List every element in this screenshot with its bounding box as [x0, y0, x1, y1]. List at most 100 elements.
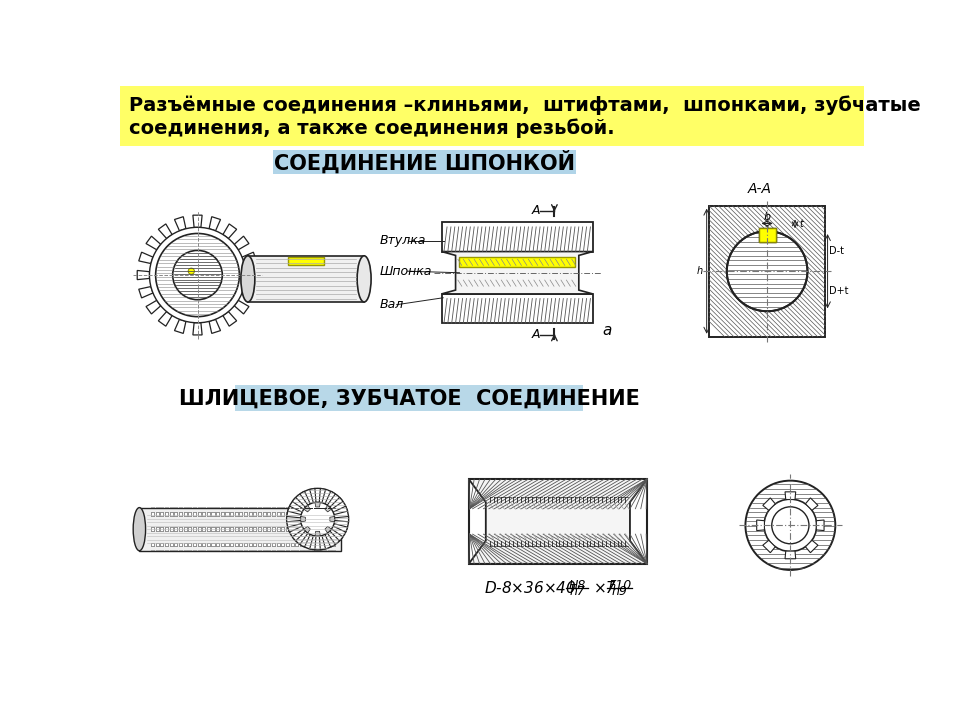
Bar	[170, 550, 173, 551]
Bar	[258, 527, 261, 531]
Bar	[193, 527, 196, 531]
Polygon shape	[315, 503, 321, 507]
Bar	[165, 507, 168, 508]
Bar	[216, 512, 219, 516]
Bar	[193, 512, 196, 516]
Bar	[211, 512, 214, 516]
Bar	[188, 512, 191, 516]
Polygon shape	[193, 215, 203, 228]
Circle shape	[135, 213, 259, 337]
Bar	[221, 543, 224, 546]
Bar	[304, 507, 307, 508]
Bar	[314, 543, 317, 546]
Text: D-t: D-t	[829, 246, 844, 256]
Bar	[286, 527, 289, 531]
Bar	[239, 543, 243, 546]
Bar	[165, 512, 168, 516]
Bar	[244, 507, 247, 508]
Bar	[267, 543, 271, 546]
Bar	[234, 543, 238, 546]
Bar	[304, 527, 307, 531]
Bar	[295, 543, 299, 546]
Bar	[276, 543, 279, 546]
Bar	[332, 543, 335, 546]
Bar	[160, 550, 163, 551]
Bar	[300, 543, 303, 546]
Bar	[179, 512, 182, 516]
Bar	[198, 507, 201, 508]
Bar	[203, 512, 205, 516]
Bar	[151, 512, 155, 516]
Bar	[286, 512, 289, 516]
Bar	[314, 550, 317, 551]
Bar	[234, 527, 238, 531]
Bar	[226, 543, 228, 546]
Bar	[193, 543, 196, 546]
Bar	[165, 527, 168, 531]
Ellipse shape	[133, 508, 146, 551]
Polygon shape	[288, 523, 302, 532]
Bar	[332, 550, 335, 551]
Bar	[179, 527, 182, 531]
Ellipse shape	[241, 256, 254, 302]
Polygon shape	[175, 319, 186, 333]
Polygon shape	[300, 516, 305, 522]
Bar	[188, 527, 191, 531]
Bar	[314, 527, 317, 531]
Bar	[151, 527, 155, 531]
Bar	[183, 543, 186, 546]
Bar	[272, 512, 275, 516]
Bar	[295, 512, 299, 516]
Bar	[258, 527, 261, 531]
Bar	[291, 512, 294, 516]
Polygon shape	[310, 488, 316, 503]
Circle shape	[745, 481, 835, 570]
Bar	[324, 527, 326, 531]
Bar	[165, 550, 168, 551]
Bar	[156, 512, 158, 516]
Polygon shape	[330, 516, 334, 522]
Bar	[221, 543, 224, 546]
Bar	[244, 543, 247, 546]
Bar	[281, 512, 284, 516]
Bar	[216, 550, 219, 551]
Bar	[211, 527, 214, 531]
Bar	[211, 543, 214, 546]
Bar	[309, 512, 312, 516]
Bar	[179, 550, 182, 551]
Circle shape	[156, 233, 239, 317]
Bar	[206, 543, 210, 546]
Bar	[193, 507, 196, 508]
Bar	[309, 512, 312, 516]
Bar	[258, 512, 261, 516]
Bar	[327, 543, 331, 546]
Polygon shape	[287, 516, 300, 522]
Bar	[300, 550, 303, 551]
Bar	[309, 550, 312, 551]
Bar	[276, 527, 279, 531]
Bar	[188, 512, 191, 516]
Bar	[300, 512, 303, 516]
Text: $D$-8×36×40: $D$-8×36×40	[484, 580, 577, 596]
Circle shape	[287, 488, 348, 550]
Bar	[179, 512, 182, 516]
Polygon shape	[763, 498, 776, 510]
Ellipse shape	[357, 256, 372, 302]
Polygon shape	[234, 300, 249, 314]
Bar	[253, 543, 256, 546]
Bar	[230, 512, 233, 516]
Bar	[156, 527, 158, 531]
Bar	[276, 512, 279, 516]
Bar	[156, 512, 158, 516]
Bar	[304, 543, 307, 546]
Polygon shape	[325, 491, 335, 505]
Bar	[221, 550, 224, 551]
Bar	[288, 257, 324, 265]
Bar	[253, 543, 256, 546]
Polygon shape	[234, 236, 249, 250]
Bar	[244, 527, 247, 531]
Bar	[239, 527, 243, 531]
Bar	[183, 543, 186, 546]
Bar	[291, 507, 294, 508]
Text: Вал: Вал	[379, 298, 404, 311]
